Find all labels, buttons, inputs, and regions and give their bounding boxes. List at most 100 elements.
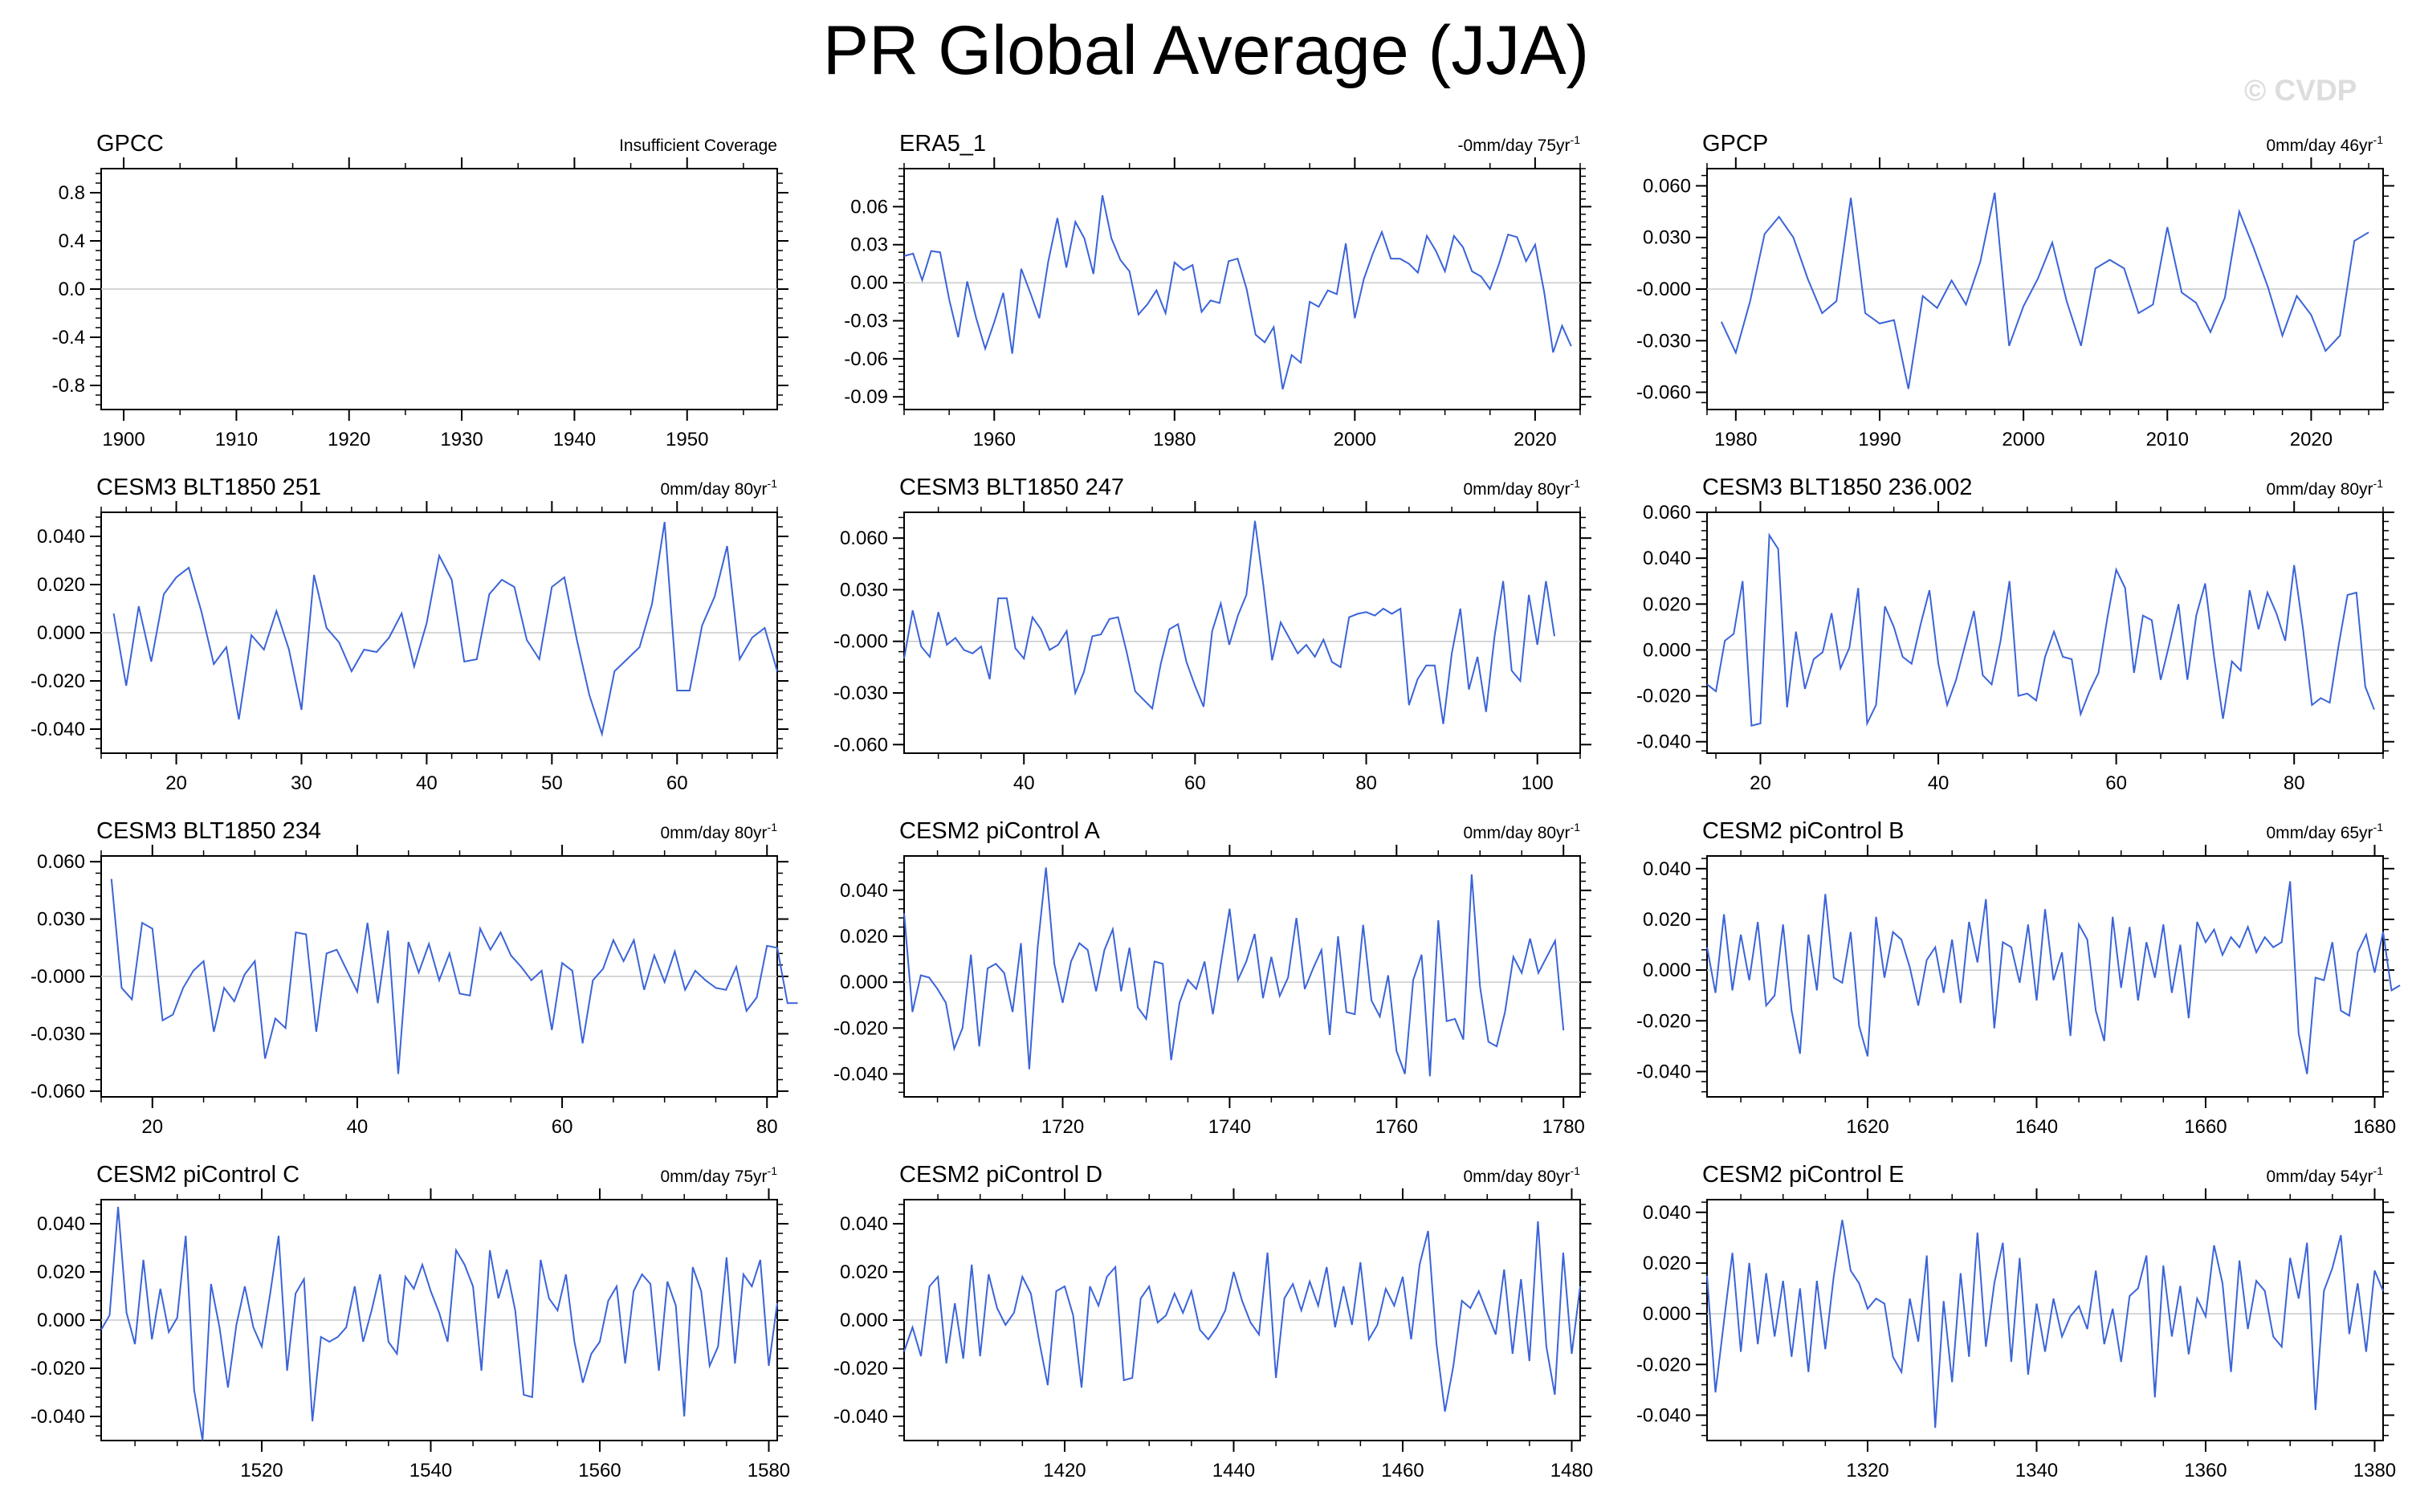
y-tick-label: -0.060 xyxy=(31,1081,85,1102)
x-tick-label: 1990 xyxy=(1858,429,1901,450)
series-line xyxy=(903,867,1565,1077)
panel-subtitle: 0mm/day 80yr-1 xyxy=(2267,477,2384,499)
figure-title: PR Global Average (JJA) xyxy=(822,12,1590,89)
x-tick-label: 1520 xyxy=(240,1460,283,1481)
x-tick-label: 1560 xyxy=(578,1460,621,1481)
panel-subtitle: 0mm/day 75yr-1 xyxy=(661,1164,778,1186)
x-tick-label: 1760 xyxy=(1375,1116,1418,1138)
chart-panel: 20 40 60 80 0.060 0.030 -0.000 -0.030 -0.060 CESM… xyxy=(31,818,798,1138)
panel-subtitle: 0mm/day 46yr-1 xyxy=(2267,133,2384,155)
x-tick-label: 40 xyxy=(1928,772,1950,794)
x-tick-label: 1940 xyxy=(553,429,596,450)
cvdp-watermark: © CVDP xyxy=(2244,74,2357,107)
chart-panel: 1420 1440 1460 1480 0.040 0.020 0.000 -0.020 -0.… xyxy=(833,1162,1593,1481)
y-tick-label: -0.040 xyxy=(31,719,85,740)
series-line xyxy=(1706,881,2401,1074)
x-tick-label: 2000 xyxy=(1334,429,1376,450)
series-line xyxy=(903,1221,1581,1412)
y-tick-label: 0.8 xyxy=(59,182,85,204)
y-tick-label: -0.040 xyxy=(833,1406,888,1428)
chart-panel: 1980 1990 2000 2010 2020 0.060 0.030 -0.000 -0.0… xyxy=(1636,131,2394,450)
series-line xyxy=(903,194,1572,389)
y-tick-label: -0.060 xyxy=(833,734,888,756)
chart-panel: 1960 1980 2000 2020 0.06 0.03 0.00 -0.03 -0.06 -0… xyxy=(844,131,1591,450)
y-tick-label: -0.040 xyxy=(31,1406,85,1428)
y-tick-label: -0.020 xyxy=(1636,1354,1691,1375)
plot-frame xyxy=(903,511,1581,754)
panel-subtitle: 0mm/day 80yr-1 xyxy=(661,821,778,842)
y-tick-label: 0.020 xyxy=(840,926,888,948)
x-tick-label: 1960 xyxy=(973,429,1016,450)
y-tick-label: -0.020 xyxy=(1636,1010,1691,1032)
x-tick-label: 40 xyxy=(1013,772,1035,794)
x-tick-label: 1900 xyxy=(102,429,145,450)
x-tick-label: 1620 xyxy=(1846,1116,1888,1138)
panel-subtitle: 0mm/day 54yr-1 xyxy=(2267,1164,2384,1186)
y-tick-label: 0.030 xyxy=(840,579,888,601)
y-tick-label: 0.000 xyxy=(1643,639,1691,661)
x-tick-label: 2020 xyxy=(1514,429,1556,450)
panel-subtitle: 0mm/day 80yr-1 xyxy=(661,477,778,499)
panel-subtitle: -0mm/day 75yr-1 xyxy=(1458,133,1581,155)
x-tick-label: 100 xyxy=(1522,772,1554,794)
panel-title: CESM2 piControl E xyxy=(1702,1162,1904,1188)
panel-subtitle: 0mm/day 80yr-1 xyxy=(1464,477,1581,499)
y-tick-label: 0.060 xyxy=(1643,175,1691,197)
y-tick-label: 0.040 xyxy=(840,1213,888,1235)
series-line xyxy=(903,520,1555,724)
y-tick-label: -0.03 xyxy=(844,310,888,332)
x-tick-label: 20 xyxy=(141,1116,163,1138)
panel-title: ERA5_1 xyxy=(899,131,986,157)
plot-frame xyxy=(1706,511,2384,754)
chart-panel: 1620 1640 1660 1680 0.040 0.020 0.000 -0.020 -0.… xyxy=(1636,818,2401,1138)
x-tick-label: 30 xyxy=(291,772,312,794)
x-tick-label: 1720 xyxy=(1041,1116,1084,1138)
x-tick-label: 2020 xyxy=(2290,429,2333,450)
y-tick-label: -0.4 xyxy=(52,327,85,348)
y-tick-label: -0.040 xyxy=(1636,732,1691,753)
plot-frame xyxy=(903,168,1581,410)
y-tick-label: 0.000 xyxy=(37,622,85,644)
x-tick-label: 1340 xyxy=(2015,1460,2058,1481)
y-tick-label: -0.020 xyxy=(833,1358,888,1380)
x-tick-label: 1680 xyxy=(2353,1116,2396,1138)
y-tick-label: 0.000 xyxy=(37,1310,85,1331)
y-tick-label: 0.040 xyxy=(1643,548,1691,569)
x-tick-label: 1980 xyxy=(1153,429,1196,450)
series-line xyxy=(100,1206,778,1441)
y-tick-label: 0.0 xyxy=(59,279,85,300)
y-tick-label: 0.000 xyxy=(840,1310,888,1331)
y-tick-label: -0.030 xyxy=(31,1023,85,1045)
panel-subtitle: 0mm/day 80yr-1 xyxy=(1464,1164,1581,1186)
panel-subtitle: 0mm/day 65yr-1 xyxy=(2267,821,2384,842)
y-tick-label: 0.03 xyxy=(850,234,888,256)
x-tick-label: 2010 xyxy=(2146,429,2189,450)
x-tick-label: 1640 xyxy=(2015,1116,2058,1138)
x-tick-label: 2000 xyxy=(2002,429,2044,450)
plot-frame xyxy=(903,855,1581,1098)
x-tick-label: 80 xyxy=(1355,772,1377,794)
x-tick-label: 1440 xyxy=(1212,1460,1255,1481)
y-tick-label: -0.040 xyxy=(1636,1404,1691,1426)
y-tick-label: -0.000 xyxy=(31,966,85,988)
series-line xyxy=(1706,532,2375,727)
x-tick-label: 1930 xyxy=(440,429,483,450)
y-tick-label: 0.020 xyxy=(37,1261,85,1283)
chart-panel: 1320 1340 1360 1380 0.040 0.020 0.000 -0.020 -0.… xyxy=(1636,1162,2396,1481)
y-tick-label: 0.040 xyxy=(37,1213,85,1235)
chart-panel: 40 60 80 100 0.060 0.030 -0.000 -0.030 -0.060 CES… xyxy=(833,475,1591,794)
panel-title: CESM3 BLT1850 251 xyxy=(96,475,321,500)
y-tick-label: 0.020 xyxy=(1643,909,1691,931)
y-tick-label: 0.040 xyxy=(1643,1202,1691,1224)
x-tick-label: 1380 xyxy=(2353,1460,2396,1481)
series-line xyxy=(1706,1220,2384,1428)
y-tick-label: -0.000 xyxy=(833,631,888,653)
y-tick-label: -0.8 xyxy=(52,375,85,397)
panel-title: CESM2 piControl C xyxy=(96,1162,299,1188)
x-tick-label: 80 xyxy=(2284,772,2305,794)
series-line xyxy=(110,878,798,1074)
x-tick-label: 1740 xyxy=(1208,1116,1251,1138)
panel-subtitle: Insufficient Coverage xyxy=(619,137,777,155)
y-tick-label: -0.020 xyxy=(1636,686,1691,707)
x-tick-label: 80 xyxy=(756,1116,778,1138)
